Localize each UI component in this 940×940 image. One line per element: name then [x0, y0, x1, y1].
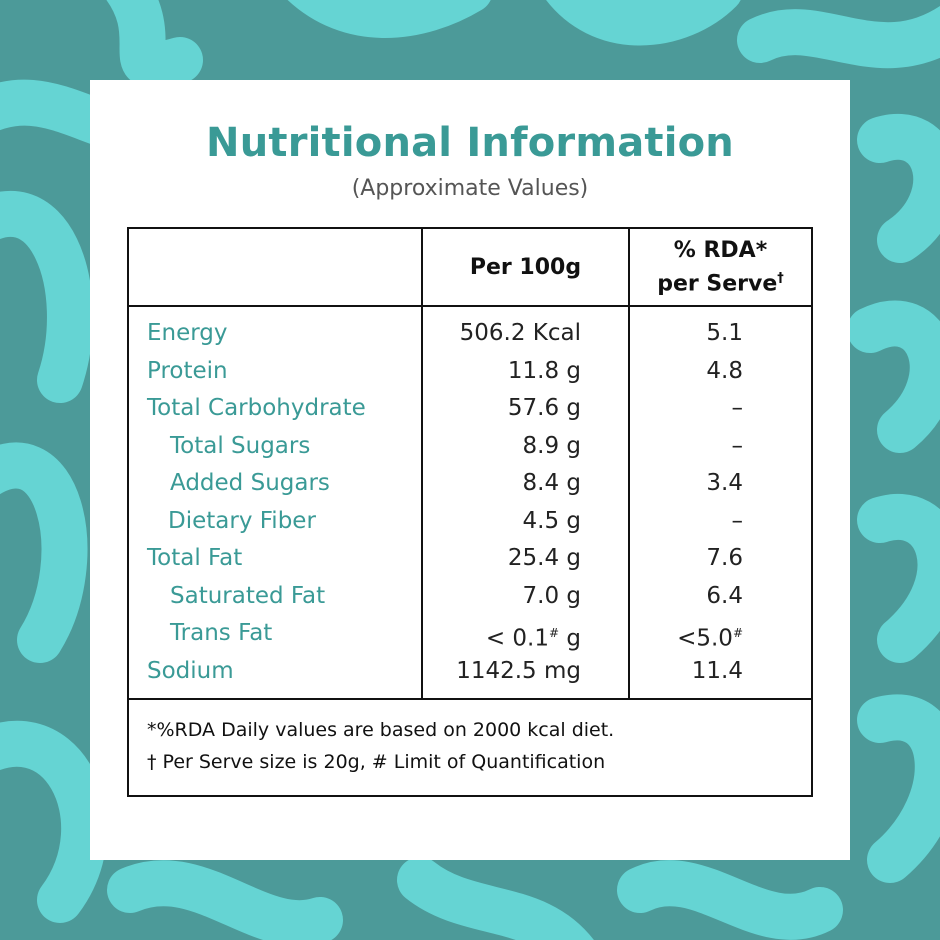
- per100g-value-text: 11.8 g: [507, 357, 581, 384]
- rda-value-text: –: [731, 395, 744, 421]
- rda-value: 11.4: [692, 653, 743, 689]
- page-subtitle: (Approximate Values): [351, 176, 589, 201]
- rda-value: 7.6: [706, 540, 743, 576]
- loq-mark: #: [732, 626, 743, 640]
- footnote-serve: † Per Serve size is 20g, # Limit of Quan…: [147, 751, 606, 773]
- per100g-value: 8.4 g: [523, 465, 582, 501]
- rda-value: –: [732, 503, 744, 539]
- per100g-value-text: 8.4 g: [522, 470, 582, 496]
- per100g-value: 4.5 g: [523, 503, 582, 539]
- nutrient-label: Added Sugars: [170, 470, 330, 496]
- dagger-mark: †: [777, 271, 784, 287]
- column-header-per100g: Per 100g: [423, 229, 628, 307]
- per100g-value-text: 4.5 g: [522, 507, 582, 534]
- rda-value: 5.1: [706, 315, 743, 351]
- rda-value-text: 7.6: [706, 545, 743, 571]
- per100g-value: 1142.5 mg: [456, 653, 581, 689]
- table-row: Total Fat 25.4 g 7.6: [129, 540, 811, 576]
- nutrient-label: Total Sugars: [170, 432, 311, 459]
- table-row: Total Sugars 8.9 g –: [129, 428, 811, 464]
- per100g-value: 25.4 g: [508, 540, 581, 576]
- nutrient-label: Sodium: [147, 657, 234, 684]
- nutrition-table: Per 100g % RDA* per Serve† Energy 506.2 K…: [127, 227, 813, 797]
- per100g-value: 11.8 g: [508, 353, 581, 389]
- nutrition-card: Nutritional Information (Approximate Val…: [90, 80, 850, 860]
- nutrient-label: Dietary Fiber: [168, 507, 316, 534]
- header-divider: [129, 305, 811, 307]
- per100g-value: 506.2 Kcal: [460, 315, 581, 351]
- rda-header-line1: % RDA*: [673, 238, 768, 264]
- per100g-value: 8.9 g: [523, 428, 582, 464]
- table-row: Dietary Fiber 4.5 g –: [129, 503, 811, 539]
- per100g-value-text: 1142.5 mg: [456, 657, 581, 684]
- nutrient-label: Energy: [147, 320, 228, 346]
- column-header-per100g-label: Per 100g: [469, 255, 582, 280]
- table-row: Saturated Fat 7.0 g 6.4: [129, 578, 811, 614]
- rda-value: 6.4: [706, 578, 743, 614]
- per100g-value-text: 25.4 g: [507, 545, 581, 571]
- per100g-value: 7.0 g: [523, 578, 582, 614]
- column-divider: [421, 229, 423, 700]
- nutrient-label: Total Fat: [147, 545, 243, 571]
- nutrient-label: Trans Fat: [170, 620, 273, 646]
- table-row: Added Sugars 8.4 g 3.4: [129, 465, 811, 501]
- nutrient-label: Saturated Fat: [170, 582, 326, 609]
- rda-value-text: 5.1: [706, 320, 743, 346]
- per100g-value-text: 506.2 Kcal: [459, 320, 581, 346]
- rda-value-text: 6.4: [706, 582, 743, 609]
- rda-value-text: –: [731, 432, 744, 459]
- per100g-value: < 0.1# g: [486, 615, 581, 657]
- page-title: Nutritional Information: [206, 120, 734, 166]
- per100g-value: 57.6 g: [508, 390, 581, 426]
- rda-value-text: –: [731, 507, 744, 534]
- rda-value: 3.4: [706, 465, 743, 501]
- footnote-rda: *%RDA Daily values are based on 2000 kca…: [147, 719, 615, 741]
- table-row: Protein 11.8 g 4.8: [129, 353, 811, 389]
- rda-value: –: [732, 390, 744, 426]
- rda-value-text: 3.4: [706, 470, 743, 496]
- table-row: Total Carbohydrate 57.6 g –: [129, 390, 811, 426]
- table-row: Sodium 1142.5 mg 11.4: [129, 653, 811, 689]
- column-header-rda: % RDA* per Serve†: [630, 229, 811, 307]
- column-divider: [628, 229, 630, 700]
- per100g-value-text: 8.9 g: [522, 432, 582, 459]
- table-row: Trans Fat < 0.1# g <5.0#: [129, 615, 811, 652]
- rda-value: <5.0#: [677, 615, 743, 657]
- rda-header-line2: per Serve: [657, 271, 778, 297]
- per100g-unit: g: [559, 625, 581, 652]
- loq-mark: #: [549, 626, 560, 640]
- footer-divider: [129, 698, 811, 700]
- per100g-value-text: 7.0 g: [522, 582, 582, 609]
- rda-value-text: 11.4: [691, 657, 743, 684]
- rda-value-text: 4.8: [706, 357, 743, 384]
- per100g-value-text: 57.6 g: [507, 395, 581, 421]
- nutrient-label: Total Carbohydrate: [147, 395, 366, 421]
- rda-value: –: [732, 428, 744, 464]
- rda-value-text: <5.0: [677, 625, 733, 652]
- nutrient-label: Protein: [147, 357, 228, 384]
- table-row: Energy 506.2 Kcal 5.1: [129, 315, 811, 351]
- per100g-value-text: < 0.1: [485, 625, 550, 652]
- rda-value: 4.8: [706, 353, 743, 389]
